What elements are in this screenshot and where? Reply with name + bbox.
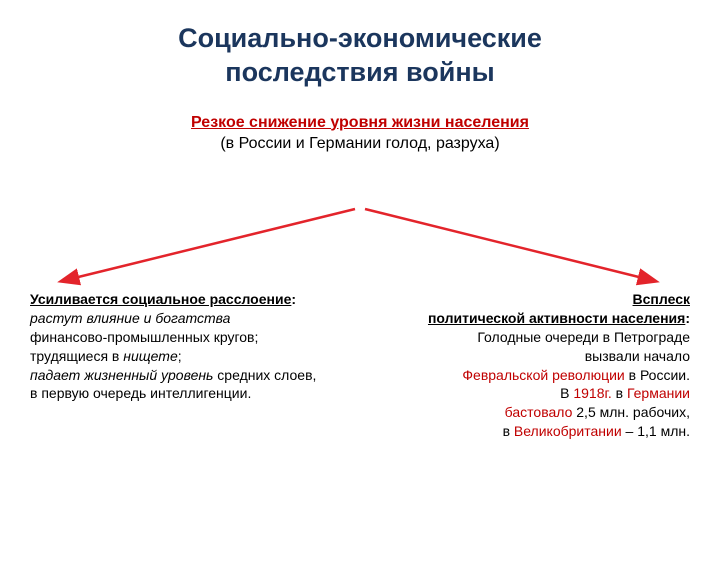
right-l7a: бастовало bbox=[505, 404, 573, 420]
right-l8c: – 1,1 млн. bbox=[622, 423, 690, 439]
central-sub: (в России и Германии голод, разруха) bbox=[220, 135, 499, 152]
right-l5b: в России. bbox=[625, 367, 690, 383]
right-l4: вызвали начало bbox=[585, 348, 690, 364]
right-column: Всплеск политической активности населени… bbox=[380, 290, 690, 441]
left-l5b: средних слоев, bbox=[213, 367, 316, 383]
left-column: Усиливается социальное расслоение: расту… bbox=[30, 290, 360, 441]
right-colon: : bbox=[685, 310, 690, 326]
left-l4b: нищете bbox=[123, 348, 177, 364]
left-l2: растут влияние и богатства bbox=[30, 310, 230, 326]
right-l6b: 1918г. bbox=[573, 385, 611, 401]
title-line1: Социально-экономические bbox=[178, 23, 542, 53]
right-l8a: в bbox=[503, 423, 514, 439]
left-colon: : bbox=[291, 291, 296, 307]
title-line2: последствия войны bbox=[225, 57, 494, 87]
arrow-right bbox=[365, 209, 655, 281]
right-head1: Всплеск bbox=[633, 291, 690, 307]
right-l6d: Германии bbox=[627, 385, 690, 401]
columns: Усиливается социальное расслоение: расту… bbox=[0, 290, 720, 441]
left-l5a: падает жизненный уровень bbox=[30, 367, 213, 383]
central-headline: Резкое снижение уровня жизни населения bbox=[191, 114, 529, 131]
left-l3: финансово-промышленных кругов; bbox=[30, 329, 258, 345]
arrow-left bbox=[62, 209, 355, 281]
right-l5a: Февральской революции bbox=[462, 367, 624, 383]
left-l4c: ; bbox=[178, 348, 182, 364]
slide-title: Социально-экономические последствия войн… bbox=[0, 22, 720, 90]
arrows-svg bbox=[0, 207, 720, 287]
central-block: Резкое снижение уровня жизни населения (… bbox=[0, 112, 720, 155]
right-l7b: 2,5 млн. рабочих, bbox=[572, 404, 690, 420]
left-l4a: трудящиеся в bbox=[30, 348, 123, 364]
right-head2: политической активности населения bbox=[428, 310, 685, 326]
left-l6: в первую очередь интеллигенции. bbox=[30, 385, 251, 401]
right-l6a: В bbox=[560, 385, 573, 401]
right-l6c: в bbox=[612, 385, 627, 401]
right-l8b: Великобритании bbox=[514, 423, 622, 439]
right-l3: Голодные очереди в Петрограде bbox=[477, 329, 690, 345]
left-head: Усиливается социальное расслоение bbox=[30, 291, 291, 307]
